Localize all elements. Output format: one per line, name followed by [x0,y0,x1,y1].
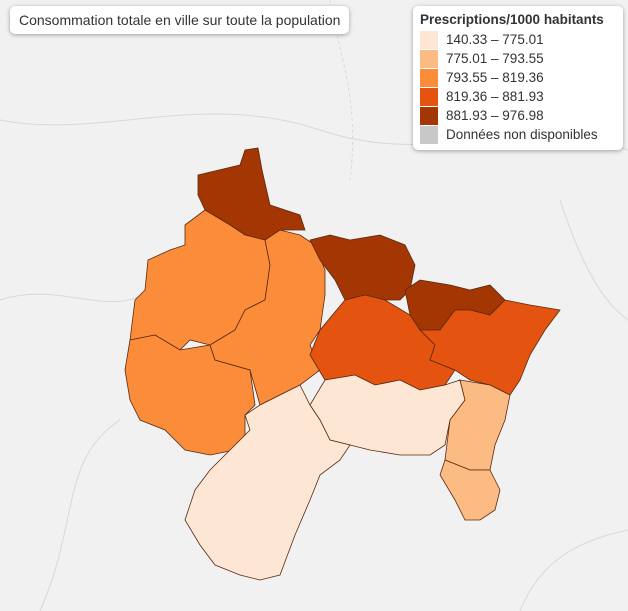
legend-title: Prescriptions/1000 habitants [420,12,604,27]
legend-swatch [420,106,438,125]
legend-items: 140.33 – 775.01 775.01 – 793.55 793.55 – 8… [420,30,616,144]
legend-item: 819.36 – 881.93 [420,87,616,106]
region[interactable] [309,234,416,301]
legend-swatch [420,49,438,68]
legend-item: 793.55 – 819.36 [420,68,616,87]
legend-swatch [420,87,438,106]
legend-item: Données non disponibles [420,125,616,144]
legend-label: 881.93 – 976.98 [446,108,544,123]
regions [124,147,561,581]
legend-item: 881.93 – 976.98 [420,106,616,125]
legend-swatch [420,68,438,87]
legend-label: 140.33 – 775.01 [446,32,544,47]
region[interactable] [129,209,271,351]
legend-label: 793.55 – 819.36 [446,70,544,85]
legend-label: 775.01 – 793.55 [446,51,544,66]
map-title: Consommation totale en ville sur toute l… [10,6,350,34]
legend-swatch [420,125,438,144]
region[interactable] [439,459,501,521]
legend-item: 775.01 – 793.55 [420,49,616,68]
legend-item: 140.33 – 775.01 [420,30,616,49]
legend-label: 819.36 – 881.93 [446,89,544,104]
region[interactable] [184,384,351,581]
legend: Prescriptions/1000 habitants 140.33 – 77… [413,6,623,150]
region[interactable] [419,299,561,396]
legend-swatch [420,30,438,49]
legend-label: Données non disponibles [446,127,598,142]
